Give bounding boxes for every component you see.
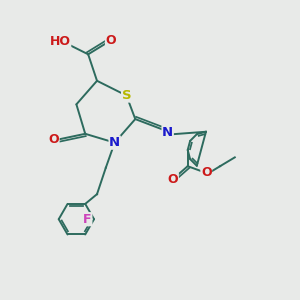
Text: O: O: [48, 133, 59, 146]
Text: N: N: [109, 136, 120, 149]
Text: S: S: [122, 89, 131, 102]
Text: F: F: [83, 213, 92, 226]
Text: O: O: [201, 166, 211, 178]
Text: O: O: [106, 34, 116, 47]
Text: N: N: [162, 126, 173, 139]
Text: HO: HO: [50, 35, 71, 48]
Text: O: O: [168, 173, 178, 186]
